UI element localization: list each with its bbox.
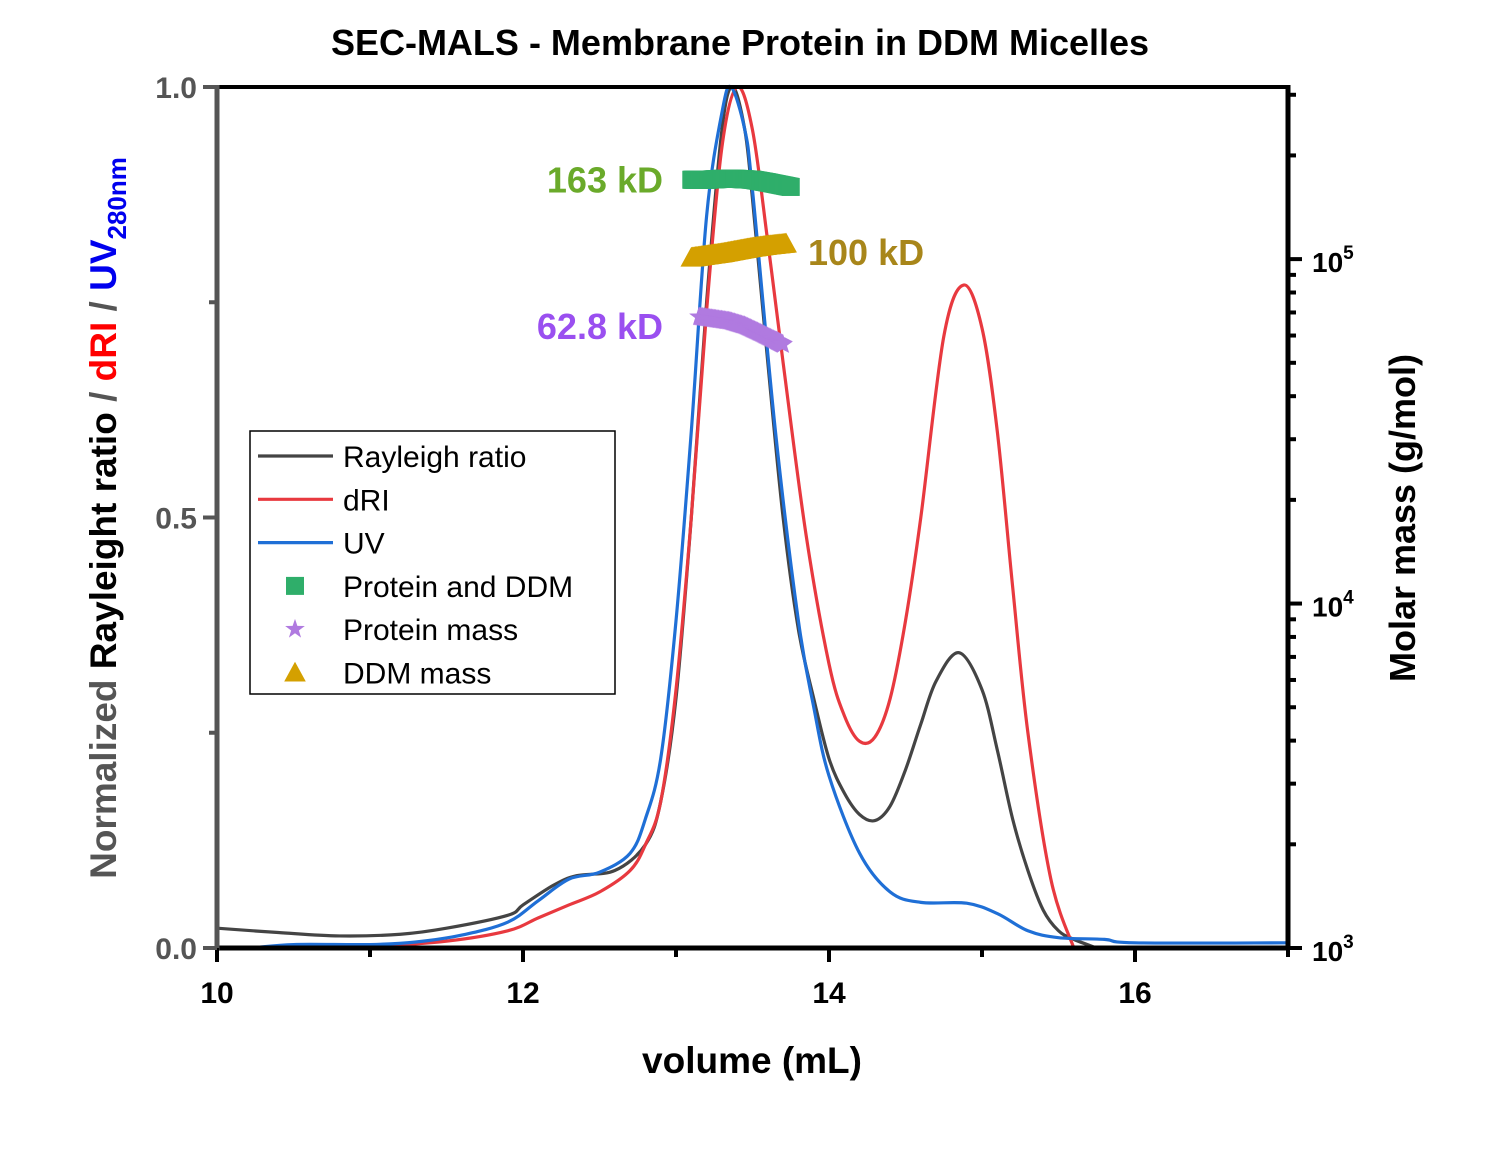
legend-marker-swatch <box>284 661 306 682</box>
legend-label: dRI <box>343 484 390 517</box>
legend-box <box>249 430 616 695</box>
x-tick-label: 12 <box>506 977 539 1010</box>
data-point <box>781 177 800 196</box>
series-markers-protein-and-ddm <box>682 169 800 196</box>
legend-label: Rayleigh ratio <box>343 441 526 474</box>
legend-marker-swatch <box>286 576 304 595</box>
legend-label: Protein mass <box>343 614 518 647</box>
y2-tick-label: 104 <box>1312 588 1354 623</box>
data-point <box>775 232 797 253</box>
chart-title: SEC-MALS - Membrane Protein in DDM Micel… <box>331 22 1149 63</box>
legend-marker-swatch <box>285 618 305 638</box>
y-tick-label: 0.0 <box>155 933 197 966</box>
mass-annotation: 163 kD <box>547 160 663 201</box>
series-markers-ddm-mass <box>680 232 797 267</box>
plot-area: 163 kD 100 kD 62.8 kD <box>216 84 1289 950</box>
legend-label: UV <box>343 528 385 561</box>
series-line-dri <box>216 85 1076 950</box>
y-axis-label: Normalized Rayleight ratio / dRI / UV280… <box>83 157 132 879</box>
x-tick-label: 16 <box>1118 977 1151 1010</box>
y-tick-label: 1.0 <box>155 72 197 105</box>
mass-annotation: 100 kD <box>808 232 924 273</box>
x-axis-label: volume (mL) <box>642 1040 862 1081</box>
legend-label: DDM mass <box>343 658 491 691</box>
series-markers-protein-mass <box>689 306 793 353</box>
x-tick-label: 14 <box>812 977 846 1010</box>
mass-annotation: 62.8 kD <box>537 306 663 347</box>
legend: Rayleigh ratio dRI UV Protein and DDM Protei… <box>249 430 616 695</box>
x-tick-label: 10 <box>200 977 233 1010</box>
legend-label: Protein and DDM <box>343 571 573 604</box>
axes: 10 12 14 16 0.0 0.5 1.0 103 104 105 <box>155 72 1354 1010</box>
y2-tick-label: 103 <box>1312 932 1354 967</box>
y-tick-label: 0.5 <box>155 503 197 536</box>
data-point <box>773 334 793 353</box>
y2-axis-label: Molar mass (g/mol) <box>1382 354 1423 682</box>
y2-tick-label: 105 <box>1312 243 1354 278</box>
